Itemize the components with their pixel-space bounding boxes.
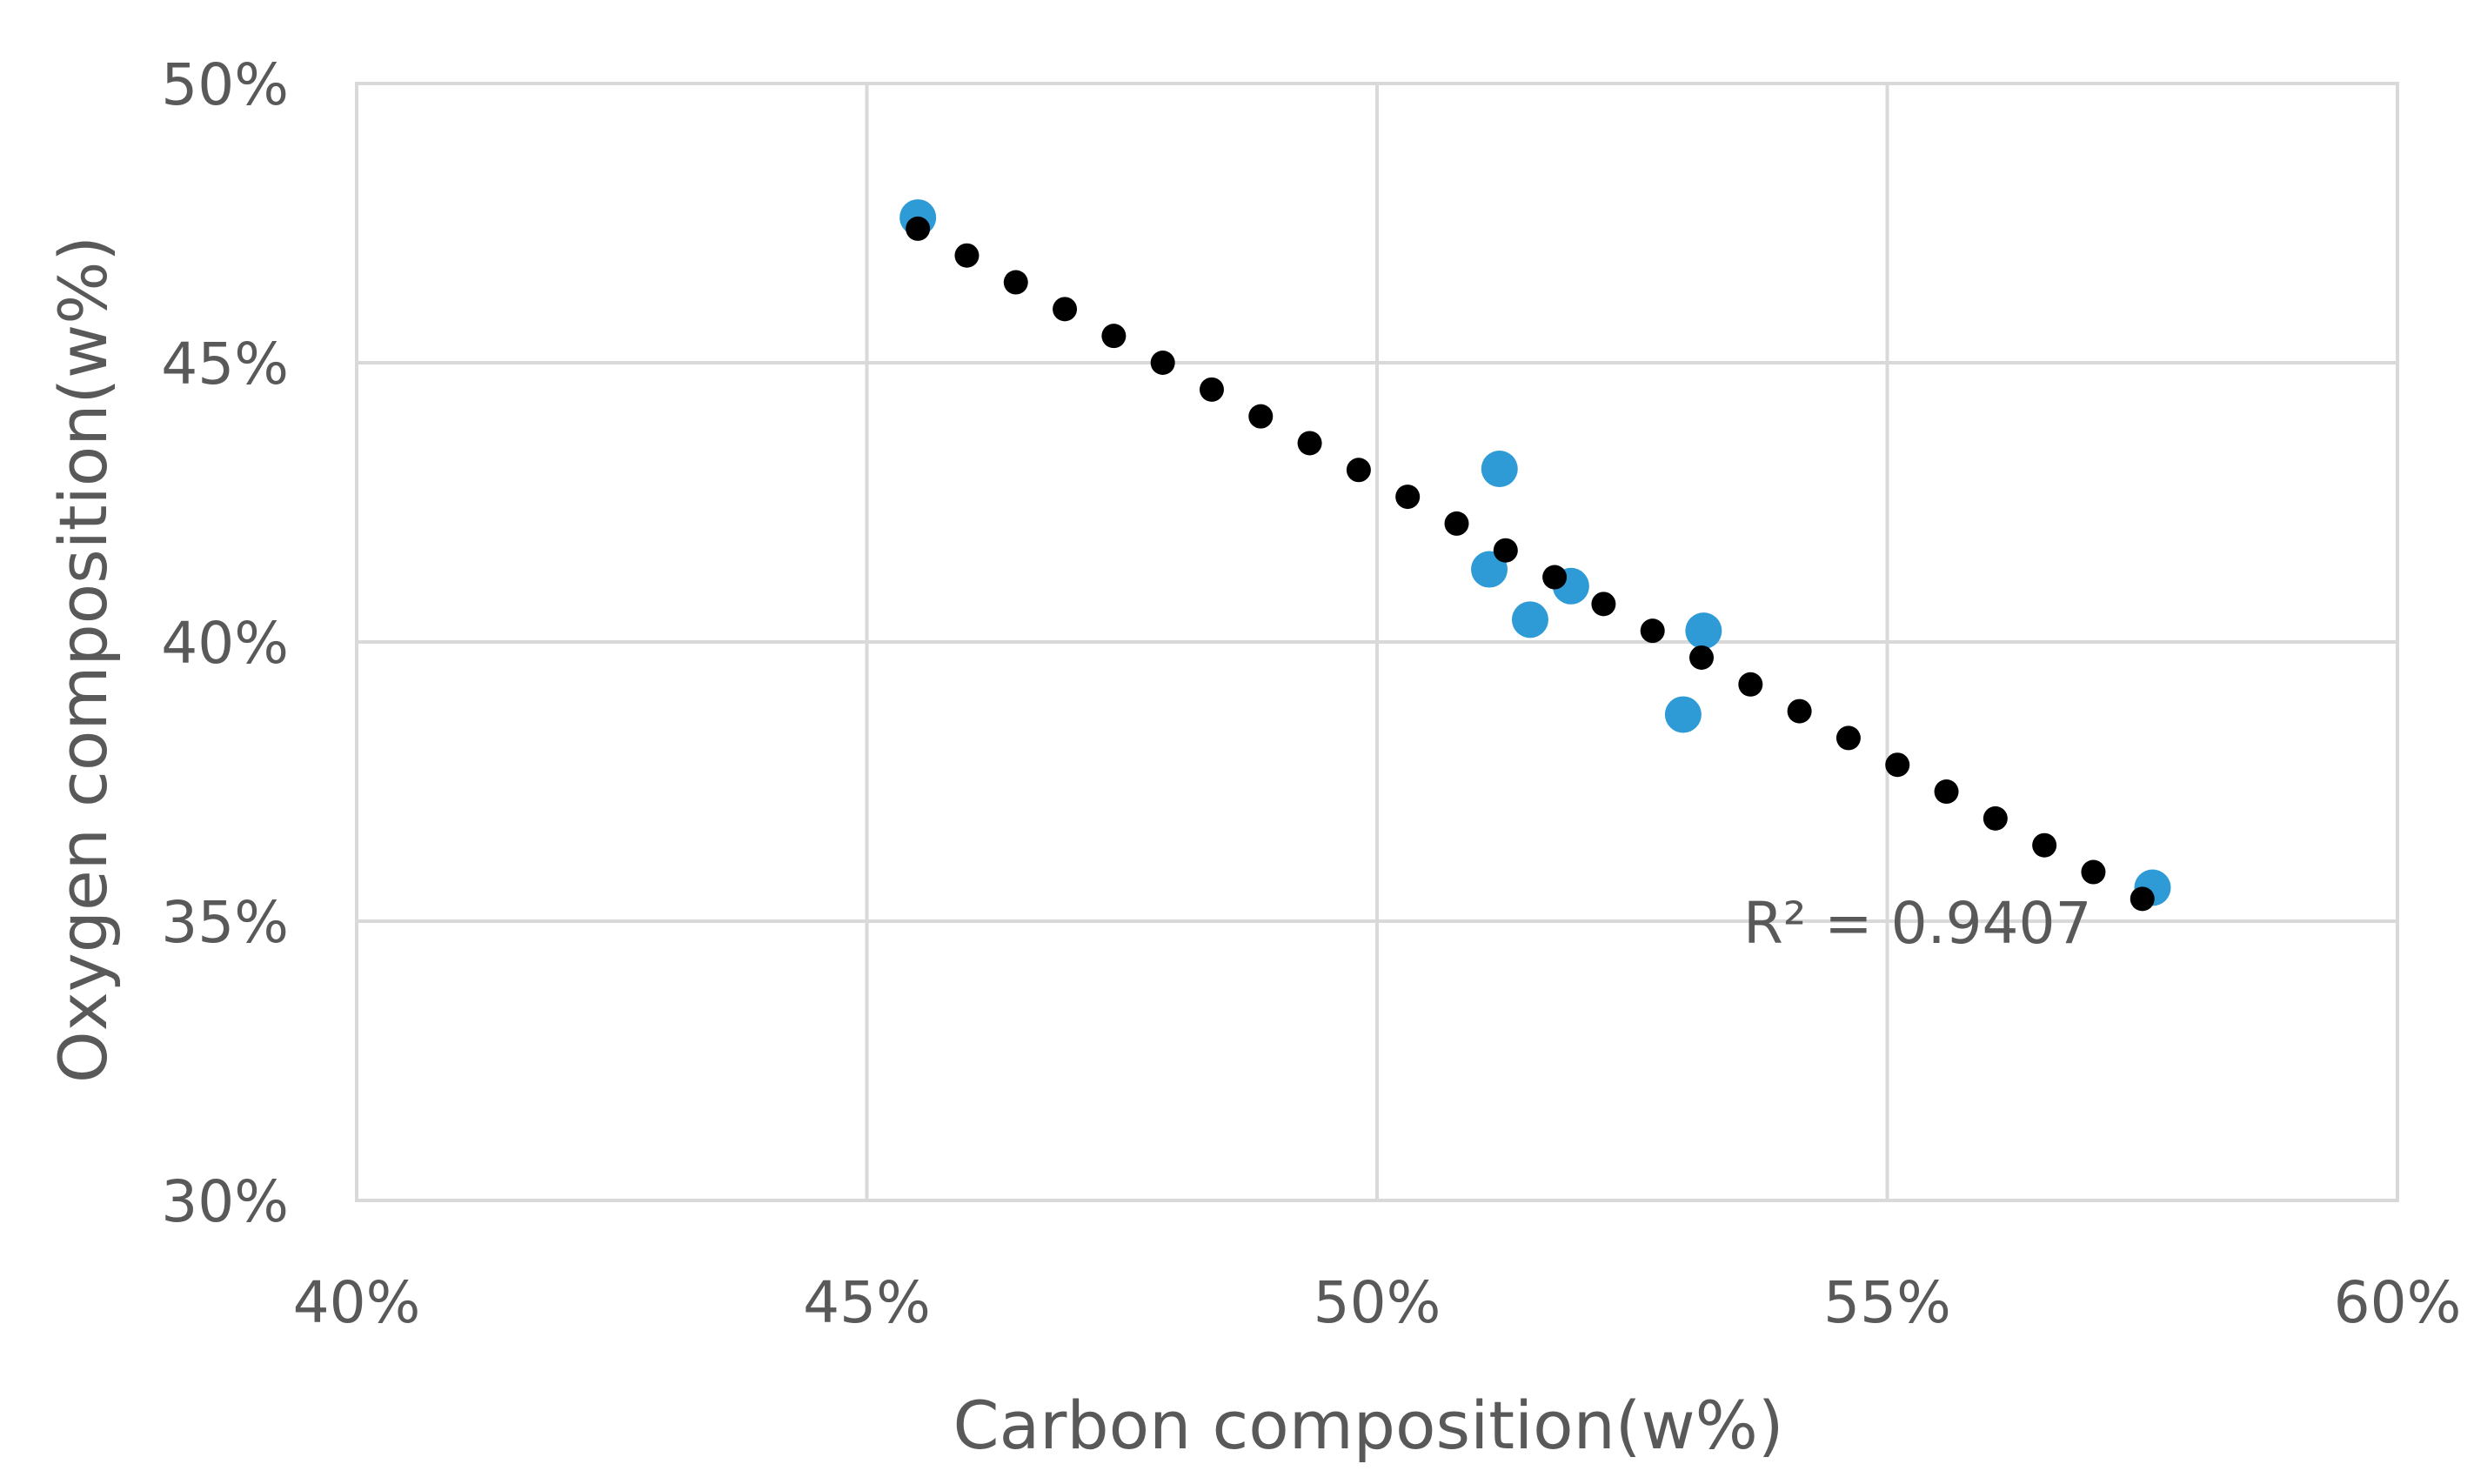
x-tick-label: 55% <box>1823 1269 1951 1336</box>
x-axis-tick-labels: 40% 45% 50% 55% 60% <box>293 1269 2462 1336</box>
trendline-dot <box>1297 431 1322 456</box>
trendline-dot <box>1493 538 1518 563</box>
grid-lines <box>355 82 2399 1202</box>
trendline-dot <box>1640 618 1665 644</box>
y-tick-label: 30% <box>161 1168 289 1235</box>
trendline-dot <box>1885 752 1910 778</box>
trendline-dot <box>1003 270 1028 295</box>
trendline-dot <box>1591 592 1616 617</box>
y-tick-label: 40% <box>161 610 289 677</box>
trendline-dot <box>1248 404 1274 429</box>
data-point <box>1664 696 1702 733</box>
trendline-dot <box>1053 297 1078 322</box>
x-axis-title: Carbon composition(w%) <box>953 1387 1784 1464</box>
trendline-dot <box>1542 565 1568 590</box>
trendline-dot <box>2130 886 2155 912</box>
trendline-dot <box>954 243 980 268</box>
y-tick-label: 35% <box>161 889 289 956</box>
trendline-dot <box>1835 725 1861 751</box>
data-point <box>1685 612 1722 650</box>
trendline-dot <box>1689 645 1715 670</box>
data-point <box>1471 551 1508 588</box>
trendline-dot <box>2032 832 2057 858</box>
data-points <box>899 199 2171 906</box>
x-tick-label: 40% <box>293 1269 421 1336</box>
data-point <box>1511 601 1548 638</box>
trendline-dot <box>1787 699 1812 724</box>
x-tick-label: 50% <box>1314 1269 1441 1336</box>
trendline-dot <box>1101 324 1127 349</box>
y-axis-tick-labels: 30% 35% 40% 45% 50% <box>161 51 289 1235</box>
trendline-dot <box>1395 485 1421 510</box>
trendline-dot <box>1738 672 1763 697</box>
trendline-dot <box>1199 377 1224 402</box>
y-tick-label: 50% <box>161 51 289 118</box>
y-axis-title: Oxygen composition(w%) <box>44 236 122 1083</box>
x-tick-label: 60% <box>2334 1269 2462 1336</box>
y-tick-label: 45% <box>161 331 289 398</box>
trendline <box>906 216 2155 912</box>
r-squared-annotation: R² = 0.9407 <box>1743 890 2092 957</box>
trendline-dot <box>2081 859 2106 885</box>
trendline-dot <box>1150 351 1175 375</box>
data-point <box>1481 450 1518 487</box>
trendline-dot <box>1934 779 1959 805</box>
trendline-dot <box>1444 511 1469 536</box>
trendline-dot <box>1983 806 2008 831</box>
trendline-dot <box>906 216 931 241</box>
plot-area-frame <box>355 82 2399 1202</box>
x-tick-label: 45% <box>803 1269 931 1336</box>
trendline-dot <box>1346 458 1371 483</box>
